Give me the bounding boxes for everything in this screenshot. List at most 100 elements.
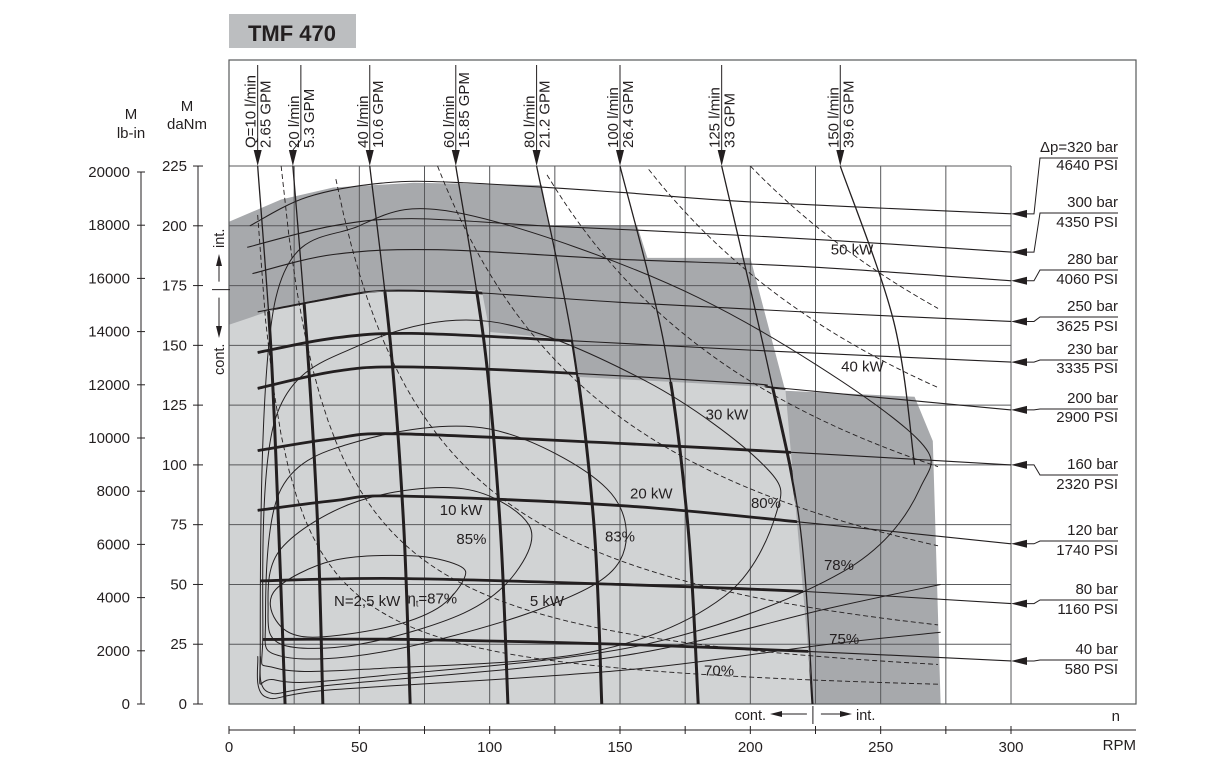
curve-labels: N=2,5 kW 5 kW 10 kW 20 kW 30 kW 40 kW 50 kW ηt=…	[243, 65, 1118, 679]
y-tick-label: 175	[162, 278, 187, 295]
pressure-label-bar: 200 bar	[1067, 390, 1118, 407]
pressure-label-psi: 1740 PSI	[1056, 542, 1118, 559]
y-cont-label: cont.	[212, 344, 228, 375]
eta-symbol: η	[407, 591, 415, 608]
pressure-label-psi: 1160 PSI	[1057, 601, 1118, 618]
y2-tick-label: 6000	[97, 536, 130, 553]
pressure-arrow-icon	[1011, 539, 1027, 548]
x-tick-label: 300	[998, 739, 1023, 756]
flow-label-lmin: 40 l/min	[355, 95, 372, 148]
flow-arrow-icon	[717, 150, 726, 166]
y2-tick-label: 10000	[88, 430, 130, 447]
flow-label-gpm: 21.2 GPM	[537, 80, 554, 148]
pressure-label-psi: 4350 PSI	[1056, 214, 1118, 231]
y2-tick-label: 20000	[88, 164, 130, 181]
y2-tick-label: 12000	[88, 377, 130, 394]
power-label: 30 kW	[706, 406, 749, 423]
plot-frame	[228, 59, 1137, 705]
arrow-left-icon	[770, 711, 782, 717]
pressure-label-bar: 250 bar	[1067, 298, 1118, 315]
flow-curve-continuous	[454, 290, 510, 704]
flow-label-gpm: 15.85 GPM	[456, 72, 473, 148]
continuous-region	[229, 290, 813, 704]
eta-subscript: t	[416, 599, 419, 609]
flow-curve-continuous	[618, 290, 700, 704]
curves	[247, 165, 1012, 705]
pressure-arrow-icon	[1011, 599, 1027, 608]
flow-label-lmin: 80 l/min	[522, 95, 539, 148]
pressure-leader	[1027, 659, 1118, 662]
flow-curve-continuous	[291, 290, 325, 704]
y-tick-label: 100	[162, 457, 187, 474]
efficiency-label: 70%	[704, 662, 734, 679]
pressure-curve	[247, 218, 1012, 253]
flow-label-gpm: 10.6 GPM	[370, 80, 387, 148]
pressure-arrow-icon	[1011, 405, 1027, 414]
y-tick-label: 150	[162, 337, 187, 354]
pressure-arrow-icon	[1011, 460, 1027, 469]
y2-tick-label: 0	[122, 696, 130, 713]
y-tick-label: 75	[170, 517, 187, 534]
flow-label-lmin: Q=10 l/min	[243, 75, 260, 148]
efficiency-contour	[261, 319, 782, 673]
pressure-leader	[1027, 540, 1118, 545]
pressure-label-psi: 3625 PSI	[1056, 318, 1118, 335]
y-axis-top-label: M	[181, 98, 194, 115]
efficiency-contour	[256, 631, 941, 700]
power-label: 10 kW	[440, 502, 483, 519]
flow-label-gpm: 5.3 GPM	[301, 89, 318, 148]
flow-label-gpm: 39.6 GPM	[840, 80, 857, 148]
pressure-label-bar: Δp=320 bar	[1040, 139, 1118, 156]
pressure-leader	[1027, 359, 1118, 363]
x-tick-label: 0	[225, 739, 233, 756]
efficiency-contour	[269, 554, 467, 638]
power-curve	[546, 174, 939, 468]
x-axis-top-label: n	[1112, 708, 1120, 725]
efficiency-value: =87%	[418, 591, 457, 608]
flow-label-gpm: 2.65 GPM	[258, 80, 275, 148]
efficiency-label: 80%	[751, 495, 781, 512]
y-axis-label: daNm	[167, 116, 207, 133]
y-tick-label: 225	[162, 158, 187, 175]
flow-curve-continuous	[535, 290, 604, 704]
flow-arrow-icon	[451, 150, 460, 166]
y2-tick-label: 16000	[88, 270, 130, 287]
x-tick-label: 150	[607, 739, 632, 756]
efficiency-label: 75%	[829, 631, 859, 648]
power-curve	[257, 214, 939, 685]
flow-label-lmin: 125 l/min	[707, 87, 724, 148]
y-tick-label: 0	[179, 696, 187, 713]
power-curve	[437, 166, 939, 547]
pressure-arrow-icon	[1011, 656, 1027, 665]
power-curve	[750, 166, 939, 309]
y2-tick-label: 2000	[97, 643, 130, 660]
flow-curve-continuous	[256, 290, 287, 704]
title-box	[229, 14, 356, 48]
pressure-label-psi: 2900 PSI	[1056, 409, 1118, 426]
power-label: 20 kW	[630, 485, 673, 502]
y2-tick-label: 4000	[97, 590, 130, 607]
pressure-leader	[1027, 464, 1118, 476]
x-int-label: int.	[856, 708, 875, 724]
flow-arrow-icon	[836, 150, 845, 166]
pressure-curve	[249, 180, 1012, 227]
pressure-arrow-icon	[1011, 209, 1027, 218]
flow-label-lmin: 20 l/min	[286, 95, 303, 148]
y2-tick-label: 8000	[97, 483, 130, 500]
pressure-curve-continuous	[257, 432, 813, 467]
pressure-arrow-icon	[1011, 317, 1027, 326]
pressure-label-bar: 300 bar	[1067, 194, 1118, 211]
x-axis-label: RPM	[1103, 737, 1136, 754]
y-tick-label: 125	[162, 397, 187, 414]
flow-label-gpm: 26.4 GPM	[620, 80, 637, 148]
efficiency-contour	[264, 425, 627, 660]
flow-arrow-icon	[253, 150, 262, 166]
flow-curve-continuous	[368, 290, 412, 704]
flow-label-gpm: 33 GPM	[722, 93, 739, 148]
pressure-label-psi: 4060 PSI	[1056, 271, 1118, 288]
flow-curve	[839, 165, 916, 465]
efficiency-label: ηt=87%	[407, 591, 457, 609]
power-label: 5 kW	[530, 593, 565, 610]
pressure-label-bar: 40 bar	[1075, 641, 1118, 658]
